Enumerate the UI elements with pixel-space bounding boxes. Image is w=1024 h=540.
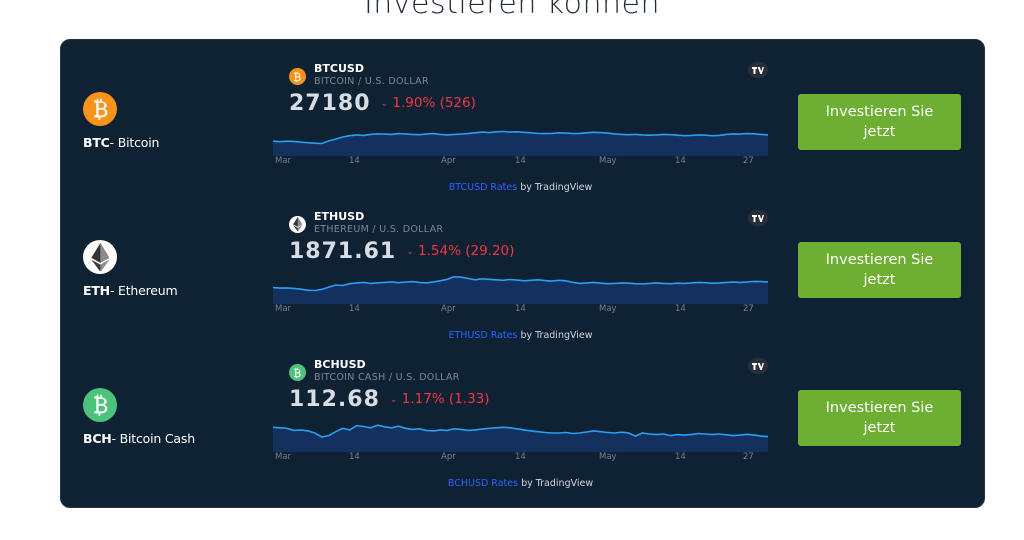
chart-line	[273, 424, 768, 438]
price-chart[interactable]	[273, 416, 768, 452]
symbol: BCHUSD	[314, 358, 366, 371]
tradingview-logo-icon[interactable]	[748, 358, 768, 374]
price-chart[interactable]	[273, 268, 768, 304]
price-change: ⌄ 1.17% (1.33)	[389, 391, 490, 407]
symbol: ETHUSD	[314, 210, 365, 223]
down-arrow-icon: ⌄	[380, 99, 389, 109]
price-change: ⌄ 1.54% (29.20)	[406, 243, 515, 259]
coin-fullname: - Ethereum	[109, 283, 178, 298]
x-tick-label: Apr	[441, 452, 456, 462]
chart-line	[273, 275, 768, 292]
tradingview-logo-icon[interactable]	[748, 62, 768, 78]
symbol-description: BITCOIN / U.S. DOLLAR	[314, 76, 429, 87]
invest-button[interactable]: Investieren Sie jetzt	[798, 242, 961, 298]
ethereum-icon	[289, 216, 306, 233]
price: 1871.61	[289, 239, 397, 264]
chart-area	[273, 131, 768, 156]
crypto-row-btc: BTC- Bitcoin BTCUSD BITCOIN / U.S. DOLLA…	[61, 40, 986, 193]
chart-area	[273, 276, 768, 304]
bitcoin-cash-icon	[83, 388, 117, 422]
x-tick-label: 27	[743, 452, 754, 462]
x-axis: Mar 14 Apr 14 May 14 27	[273, 452, 768, 464]
x-tick-label: 27	[743, 304, 754, 314]
x-tick-label: May	[599, 156, 617, 166]
coin-label: BCH- Bitcoin Cash	[83, 388, 195, 446]
coin-code: ETH	[83, 283, 110, 298]
ethereum-icon	[83, 240, 117, 274]
by-tradingview: by TradingView	[517, 182, 593, 193]
x-tick-label: 14	[675, 452, 686, 462]
bitcoin-cash-icon	[289, 364, 306, 381]
x-tick-label: Mar	[275, 156, 292, 166]
tradingview-logo-icon[interactable]	[748, 210, 768, 226]
x-tick-label: May	[599, 452, 617, 462]
widget-footer[interactable]: BCHUSD Rates by TradingView	[273, 478, 768, 489]
price-change: ⌄ 1.90% (526)	[380, 95, 476, 111]
x-tick-label: Apr	[441, 304, 456, 314]
x-tick-label: May	[599, 304, 617, 314]
invest-button[interactable]: Investieren Sie jetzt	[798, 94, 961, 150]
symbol: BTCUSD	[314, 62, 364, 75]
coin-code: BCH	[83, 431, 112, 446]
coin-code: BTC	[83, 135, 110, 150]
by-tradingview: by TradingView	[517, 330, 593, 341]
down-arrow-icon: ⌄	[406, 247, 414, 257]
coin-fullname: - Bitcoin Cash	[111, 431, 196, 446]
x-tick-label: 14	[349, 452, 360, 462]
x-tick-label: 14	[675, 304, 686, 314]
coin-name: ETH- Ethereum	[83, 283, 178, 298]
page-heading: Investieren können	[363, 0, 661, 21]
x-tick-label: 14	[349, 156, 360, 166]
crypto-row-bch: BCH- Bitcoin Cash BCHUSD BITCOIN CASH / …	[61, 336, 986, 489]
x-tick-label: 14	[349, 304, 360, 314]
rates-link[interactable]: BTCUSD Rates	[448, 182, 518, 193]
by-tradingview: by TradingView	[518, 478, 594, 489]
coin-name: BCH- Bitcoin Cash	[83, 431, 195, 446]
price: 27180	[289, 91, 371, 116]
widget-footer[interactable]: BTCUSD Rates by TradingView	[273, 182, 768, 193]
crypto-row-eth: ETH- Ethereum ETHUSD ETHEREUM / U.S. DOL…	[61, 188, 986, 341]
symbol-description: ETHEREUM / U.S. DOLLAR	[314, 224, 444, 235]
x-tick-label: 14	[515, 452, 526, 462]
down-arrow-icon: ⌄	[389, 395, 398, 405]
chart-area	[273, 425, 768, 452]
x-tick-label: 14	[675, 156, 686, 166]
x-tick-label: 14	[515, 156, 526, 166]
tradingview-widget[interactable]: ETHUSD ETHEREUM / U.S. DOLLAR 1871.61 ⌄ 1…	[273, 210, 768, 342]
bitcoin-icon	[83, 92, 117, 126]
x-axis: Mar 14 Apr 14 May 14 27	[273, 304, 768, 316]
coin-label: ETH- Ethereum	[83, 240, 178, 298]
tradingview-widget[interactable]: BCHUSD BITCOIN CASH / U.S. DOLLAR 112.68…	[273, 358, 768, 490]
x-tick-label: 14	[515, 304, 526, 314]
x-tick-label: Mar	[275, 452, 292, 462]
x-tick-label: Apr	[441, 156, 456, 166]
symbol-description: BITCOIN CASH / U.S. DOLLAR	[314, 372, 460, 383]
x-tick-label: 27	[743, 156, 754, 166]
coin-label: BTC- Bitcoin	[83, 92, 159, 150]
widget-footer[interactable]: ETHUSD Rates by TradingView	[273, 330, 768, 341]
invest-button[interactable]: Investieren Sie jetzt	[798, 390, 961, 446]
rates-link[interactable]: BCHUSD Rates	[447, 478, 519, 489]
chart-line	[273, 130, 768, 145]
tradingview-widget[interactable]: BTCUSD BITCOIN / U.S. DOLLAR 27180 ⌄ 1.90…	[273, 62, 768, 194]
x-tick-label: Mar	[275, 304, 292, 314]
price: 112.68	[289, 387, 380, 412]
bitcoin-icon	[289, 68, 306, 85]
coin-name: BTC- Bitcoin	[83, 135, 159, 150]
price-chart[interactable]	[273, 120, 768, 156]
rates-link[interactable]: ETHUSD Rates	[448, 330, 518, 341]
crypto-panel: BTC- Bitcoin BTCUSD BITCOIN / U.S. DOLLA…	[60, 39, 985, 508]
x-axis: Mar 14 Apr 14 May 14 27	[273, 156, 768, 168]
coin-fullname: - Bitcoin	[109, 135, 160, 150]
